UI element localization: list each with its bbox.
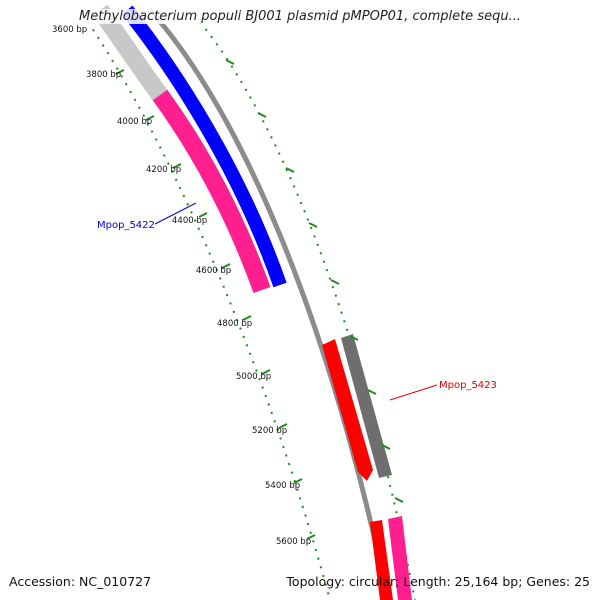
ruler-label: 4200 bp — [146, 165, 181, 175]
ruler-tick — [115, 69, 125, 75]
ruler-tick — [285, 167, 295, 173]
ruler-tick — [145, 115, 155, 121]
ruler-tick — [349, 335, 359, 341]
ruler-label: 5000 bp — [236, 372, 271, 382]
inner-tick-ring — [87, 21, 331, 600]
ruler-label: 4400 bp — [172, 216, 207, 226]
accession-text: Accession: NC_010727 — [9, 574, 152, 589]
ruler-ticks — [115, 59, 404, 540]
gene-dark-mpop5423[interactable] — [341, 334, 392, 478]
ruler-label: 4600 bp — [196, 266, 231, 276]
ruler-label: 4800 bp — [217, 319, 252, 329]
ruler-tick — [381, 444, 391, 450]
ruler-tick — [367, 389, 377, 395]
label-leader-right — [389, 384, 438, 401]
ruler-tick — [278, 423, 288, 429]
ruler-label: 3800 bp — [86, 70, 121, 80]
page-title-text: Methylobacterium populi BJ001 plasmid pM… — [77, 9, 523, 24]
backbone-arc — [148, 8, 391, 600]
ruler-tick — [221, 263, 231, 269]
gene-label-mpop5423[interactable]: Mpop_5423 — [439, 380, 497, 391]
gene-pink-lower[interactable] — [388, 516, 412, 600]
ruler-label: 5600 bp — [276, 537, 311, 547]
ruler-tick — [394, 497, 404, 503]
ruler-tick — [306, 534, 316, 540]
outer-tick-ring — [199, 21, 416, 600]
ruler-tick — [225, 59, 235, 65]
summary-text: Topology: circular; Length: 25,164 bp; G… — [286, 574, 590, 589]
ruler-label: 5200 bp — [252, 426, 287, 436]
ruler-label: 3600 bp — [52, 25, 87, 35]
gene-label-mpop5422[interactable]: Mpop_5422 — [97, 220, 155, 231]
ruler-label: 5400 bp — [265, 481, 300, 491]
ruler-tick — [198, 212, 208, 218]
ruler-tick — [257, 112, 267, 118]
gene-red-mpop5423[interactable] — [322, 339, 373, 481]
ruler-tick — [242, 315, 252, 321]
ruler-tick — [293, 478, 303, 484]
ruler-label: 4000 bp — [117, 117, 152, 127]
ruler-tick — [172, 163, 182, 169]
label-leader-left — [154, 202, 197, 225]
page-title: Methylobacterium populi BJ001 plasmid pM… — [0, 9, 600, 24]
ruler-tick — [330, 279, 340, 285]
gene-blue-mpop5422[interactable] — [121, 5, 287, 288]
gene-red-lower[interactable] — [370, 520, 393, 600]
ruler-tick — [308, 222, 318, 228]
ruler-tick — [261, 369, 271, 375]
gene-pink-mpop5422-a[interactable] — [152, 89, 271, 294]
